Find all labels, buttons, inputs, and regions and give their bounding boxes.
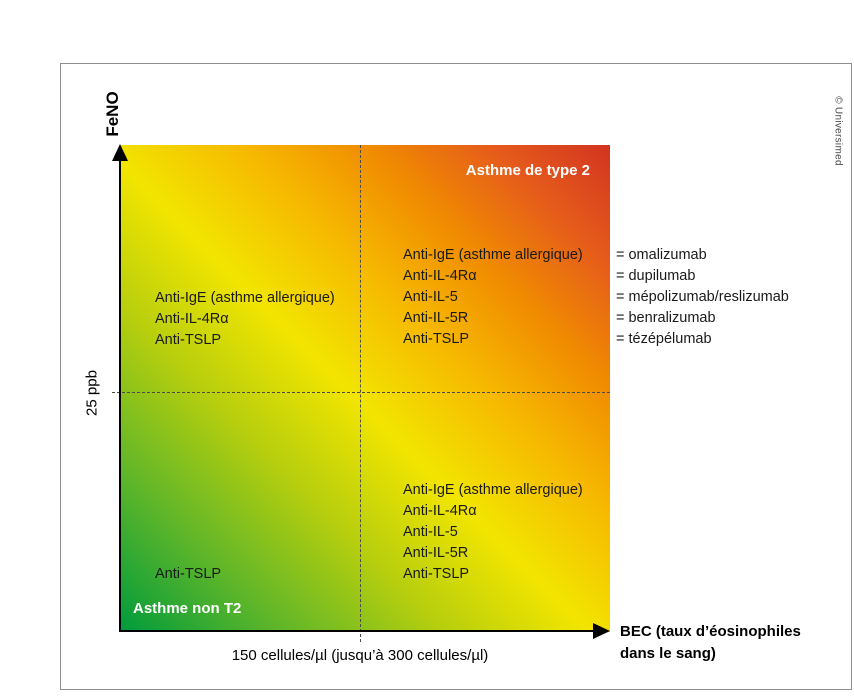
treatment-item: Anti-IL-4Rα [155, 311, 229, 327]
bottom-right-treatments: Anti-IgE (asthme allergique) Anti-IL-4Rα… [403, 480, 583, 585]
non-t2-quadrant-title: Asthme non T2 [133, 600, 242, 617]
treatment-item: Anti-TSLP [155, 332, 222, 348]
y-axis-arrow-icon [112, 144, 128, 161]
treatment-item: Anti-TSLP [403, 331, 470, 347]
legend-item: = omalizumab [616, 247, 707, 263]
feno-threshold-label: 25 ppb [83, 370, 101, 416]
bec-axis-label-line2: dans le sang) [620, 645, 716, 662]
x-axis-arrow-icon [593, 623, 610, 639]
bec-axis-label-line1: BEC (taux d’éosinophiles [620, 623, 801, 640]
treatment-item: Anti-IL-4Rα [403, 268, 477, 284]
x-axis-line [121, 630, 594, 632]
treatment-item: Anti-TSLP [155, 566, 222, 582]
legend-item: = dupilumab [616, 268, 696, 284]
legend-item: = mépolizumab/reslizumab [616, 289, 789, 305]
type2-quadrant-title: Asthme de type 2 [465, 162, 590, 179]
legend: = omalizumab = dupilumab = mépolizumab/r… [616, 245, 789, 350]
bottom-left-treatments: Anti-TSLP [155, 564, 221, 585]
bec-axis-label: BEC (taux d’éosinophiles dans le sang) [620, 621, 801, 665]
top-right-treatments: Anti-IgE (asthme allergique) Anti-IL-4Rα… [403, 245, 583, 350]
treatment-item: Anti-IL-5 [403, 524, 458, 540]
treatment-item: Anti-IL-5 [403, 289, 458, 305]
treatment-item: Anti-IgE (asthme allergique) [155, 290, 335, 306]
dashed-horizontal-threshold-line [112, 392, 610, 393]
treatment-item: Anti-IL-5R [403, 545, 469, 561]
treatment-item: Anti-TSLP [403, 566, 470, 582]
legend-item: = tézépélumab [616, 331, 712, 347]
y-axis-line [119, 158, 121, 632]
copyright-label: © Universimed [832, 96, 844, 166]
treatment-item: Anti-IL-4Rα [403, 503, 477, 519]
top-left-treatments: Anti-IgE (asthme allergique) Anti-IL-4Rα… [155, 288, 335, 351]
treatment-item: Anti-IL-5R [403, 310, 469, 326]
bec-threshold-label: 150 cellules/µl (jusqu’à 300 cellules/µl… [231, 647, 489, 664]
feno-axis-label: FeNO [103, 91, 122, 137]
gradient-area [121, 145, 610, 632]
dashed-vertical-threshold-line [360, 145, 361, 642]
treatment-item: Anti-IgE (asthme allergique) [403, 482, 583, 498]
legend-item: = benralizumab [616, 310, 716, 326]
treatment-item: Anti-IgE (asthme allergique) [403, 247, 583, 263]
